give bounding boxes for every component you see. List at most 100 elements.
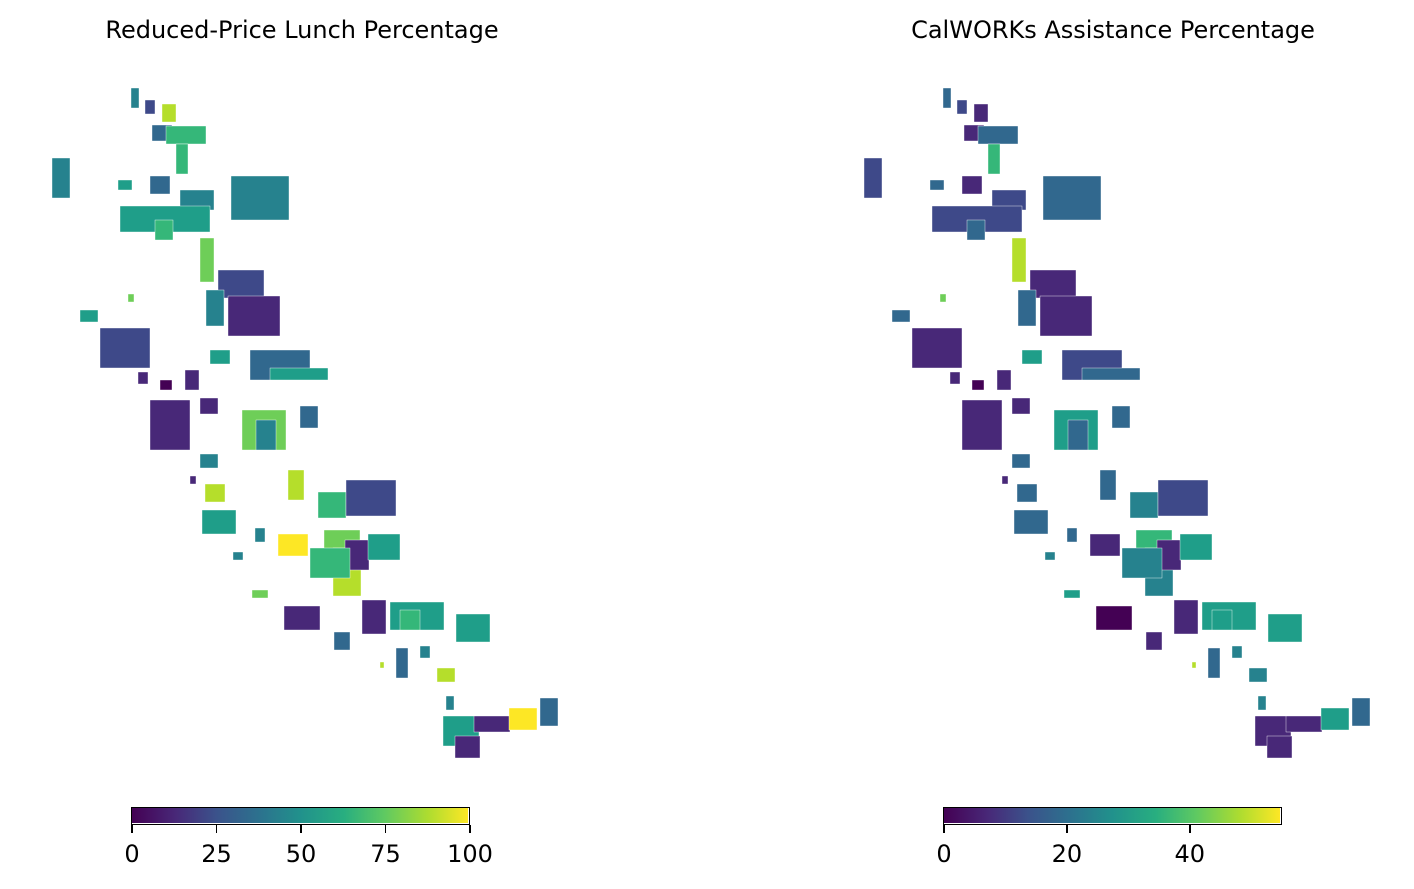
district-shape: [455, 613, 491, 643]
district-shape: [1179, 533, 1213, 561]
district-shape: [1029, 269, 1077, 299]
district-shape: [891, 309, 911, 323]
colorbar-tick: [943, 825, 945, 833]
district-shape: [79, 309, 99, 323]
district-shape: [137, 371, 149, 385]
colorbar-tick-label: 50: [285, 840, 317, 868]
district-shape: [367, 533, 401, 561]
colorbar: [943, 807, 1282, 825]
district-shape: [227, 295, 281, 337]
district-shape: [99, 327, 151, 369]
district-shape: [277, 533, 309, 557]
district-shape: [1121, 547, 1163, 579]
district-shape: [204, 483, 226, 503]
district-shape: [1089, 533, 1121, 557]
district-shape: [209, 349, 231, 365]
district-shape: [1320, 707, 1350, 731]
district-shape: [1066, 527, 1078, 543]
district-map: [51, 87, 559, 759]
district-shape: [973, 103, 989, 123]
district-shape: [1257, 695, 1267, 711]
district-shape: [230, 175, 290, 221]
district-shape: [1231, 645, 1243, 659]
district-shape: [165, 125, 207, 145]
colorbar-tick: [384, 825, 387, 833]
district-shape: [1067, 419, 1089, 451]
district-shape: [942, 87, 952, 109]
district-shape: [175, 143, 189, 175]
district-map: [863, 87, 1371, 759]
district-shape: [1011, 453, 1031, 469]
district-shape: [1016, 483, 1038, 503]
district-shape: [379, 661, 385, 669]
district-shape: [1285, 715, 1323, 733]
district-shape: [961, 175, 983, 195]
district-shape: [1267, 613, 1303, 643]
district-shape: [1011, 397, 1031, 415]
district-shape: [149, 399, 191, 451]
district-shape: [395, 647, 409, 679]
map-title: CalWORKs Assistance Percentage: [911, 16, 1315, 44]
colorbar-tick: [300, 825, 302, 833]
district-shape: [1044, 551, 1056, 561]
district-shape: [269, 367, 329, 381]
district-shape: [127, 293, 135, 303]
district-shape: [199, 397, 219, 415]
district-shape: [317, 491, 347, 519]
district-shape: [1351, 697, 1371, 727]
district-shape: [863, 157, 883, 199]
district-shape: [205, 289, 225, 327]
district-shape: [454, 735, 481, 759]
district-shape: [1157, 479, 1209, 517]
district-shape: [189, 475, 197, 485]
district-shape: [144, 99, 156, 115]
district-shape: [1145, 631, 1163, 651]
district-shape: [1011, 237, 1027, 283]
district-shape: [232, 551, 244, 561]
district-shape: [1266, 735, 1293, 759]
district-shape: [1211, 609, 1233, 631]
district-shape: [255, 419, 277, 451]
district-shape: [217, 269, 265, 299]
district-shape: [1042, 175, 1102, 221]
district-shape: [1063, 589, 1081, 599]
district-shape: [287, 469, 305, 501]
district-shape: [1013, 509, 1049, 535]
district-shape: [1248, 667, 1268, 683]
colorbar-tick-label: 0: [936, 840, 952, 868]
district-shape: [199, 237, 215, 283]
district-shape: [966, 219, 986, 241]
district-shape: [956, 99, 968, 115]
district-shape: [361, 599, 387, 635]
colorbar-tick-label: 40: [1174, 840, 1206, 868]
district-shape: [251, 589, 269, 599]
district-shape: [399, 609, 421, 631]
map-title: Reduced-Price Lunch Percentage: [105, 16, 499, 44]
district-shape: [1111, 405, 1131, 429]
district-shape: [1017, 289, 1037, 327]
district-shape: [299, 405, 319, 429]
district-shape: [201, 509, 237, 535]
district-shape: [283, 605, 321, 631]
colorbar-tick-label: 25: [201, 840, 232, 868]
district-shape: [977, 125, 1019, 145]
district-shape: [419, 645, 431, 659]
district-shape: [149, 175, 171, 195]
district-shape: [911, 327, 963, 369]
district-shape: [117, 179, 133, 191]
district-shape: [1173, 599, 1199, 635]
district-shape: [949, 371, 961, 385]
district-shape: [345, 479, 397, 517]
district-shape: [130, 87, 140, 109]
colorbar-tick: [1189, 825, 1191, 833]
district-shape: [1191, 661, 1197, 669]
district-shape: [161, 103, 177, 123]
district-shape: [1021, 349, 1043, 365]
district-shape: [445, 695, 455, 711]
district-shape: [1001, 475, 1009, 485]
district-shape: [1081, 367, 1141, 381]
district-shape: [1129, 491, 1159, 519]
district-shape: [1099, 469, 1117, 501]
district-shape: [333, 631, 351, 651]
